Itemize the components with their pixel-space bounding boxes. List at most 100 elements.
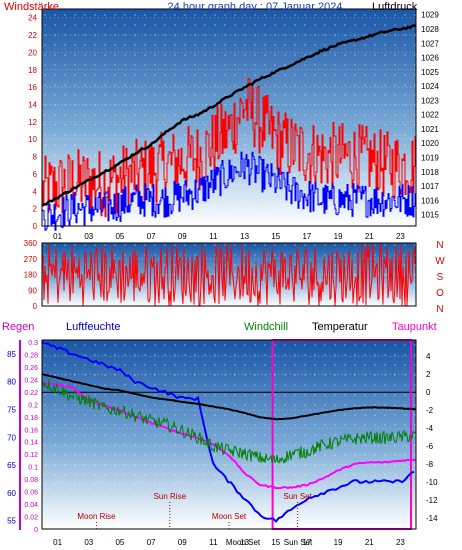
wind-tick-label: 4 — [33, 187, 38, 196]
rain-tick-label: 0.08 — [24, 477, 38, 484]
rain-tick-label: 0.26 — [24, 365, 38, 372]
time-tick-label: 19 — [334, 232, 343, 241]
humidity-tick-label: 80 — [7, 378, 16, 387]
wind-tick-label: 8 — [33, 153, 38, 162]
time-tick-label: 13 — [240, 538, 249, 547]
temperature-tick-label: -12 — [426, 496, 438, 505]
temperature-tick-label: -10 — [426, 478, 438, 487]
windchill-line — [41, 379, 417, 464]
pressure-tick-label: 1018 — [421, 168, 439, 177]
moon-rise-label: Moon Rise — [77, 512, 116, 521]
pressure-tick-label: 1023 — [421, 96, 439, 105]
wind-tick-label: 2 — [33, 205, 38, 214]
wind-tick-label: 14 — [28, 101, 37, 110]
time-tick-label: 11 — [209, 538, 218, 547]
wind-tick-label: 6 — [33, 170, 38, 179]
time-tick-label: 01 — [53, 538, 62, 547]
temperature-line — [41, 373, 416, 421]
time-tick-label: 07 — [147, 538, 156, 547]
rain-tick-label: 0.14 — [24, 440, 38, 447]
wind-average-line — [42, 151, 417, 231]
compass-label: O — [436, 288, 444, 299]
rain-tick-label: 0.18 — [24, 415, 38, 422]
humidity-tick-label: 85 — [7, 350, 16, 359]
rain-axis-title: Regen — [2, 321, 34, 333]
time-tick-label: 05 — [115, 538, 124, 547]
compass-label: N — [436, 240, 443, 251]
wind-tick-label: 10 — [28, 135, 37, 144]
wind-tick-label: 16 — [28, 83, 37, 92]
time-tick-label: 09 — [178, 538, 187, 547]
time-tick-label: 15 — [271, 538, 280, 547]
wind-tick-label: 0 — [33, 222, 38, 231]
rain-tick-label: 0.28 — [24, 353, 38, 360]
humidity-tick-label: 70 — [7, 433, 16, 442]
time-tick-label: 01 — [53, 232, 62, 241]
sun-rise-label: Sun Rise — [154, 492, 187, 501]
rain-tick-label: 0 — [34, 527, 38, 534]
wind-tick-label: 20 — [28, 48, 37, 57]
compass-label: S — [437, 272, 444, 283]
chart-title: 24 hour graph day : 07 Januar 2024 — [168, 1, 343, 13]
direction-tick-label: 90 — [28, 286, 37, 295]
time-tick-label: 11 — [209, 232, 218, 241]
rain-tick-label: 0.22 — [24, 390, 38, 397]
temperature-tick-label: -2 — [426, 406, 434, 415]
temperature-humidity-panel — [41, 339, 417, 530]
humidity-line — [41, 341, 415, 523]
time-tick-label: 07 — [147, 232, 156, 241]
time-tick-label: 09 — [178, 232, 187, 241]
time-tick-label: 23 — [396, 232, 405, 241]
temperature-tick-label: -6 — [426, 442, 434, 451]
rain-tick-label: 0.02 — [24, 515, 38, 522]
wind-pressure-panel — [41, 8, 417, 231]
direction-tick-label: 180 — [24, 271, 38, 280]
pressure-tick-label: 1025 — [421, 68, 439, 77]
time-tick-label: 03 — [84, 232, 93, 241]
temperature-legend: Temperatur — [312, 321, 368, 333]
wind-tick-label: 22 — [28, 31, 37, 40]
humidity-tick-label: 65 — [7, 461, 16, 470]
pressure-tick-label: 1020 — [421, 139, 439, 148]
temperature-tick-label: -8 — [426, 460, 434, 469]
humidity-tick-label: 75 — [7, 406, 16, 415]
time-tick-label: 21 — [365, 538, 374, 547]
rain-tick-label: 0.24 — [24, 377, 38, 384]
wind-tick-label: 18 — [28, 66, 37, 75]
pressure-tick-label: 1024 — [421, 82, 439, 91]
pressure-tick-label: 1015 — [421, 211, 439, 220]
pressure-tick-label: 1017 — [421, 182, 439, 191]
time-tick-label: 17 — [302, 538, 311, 547]
time-tick-label: 15 — [271, 232, 280, 241]
temperature-tick-label: 4 — [426, 352, 431, 361]
time-tick-label: 17 — [302, 232, 311, 241]
time-tick-label: 23 — [396, 538, 405, 547]
temperature-tick-label: -14 — [426, 514, 438, 523]
sun-set-label: Sun Set — [283, 492, 312, 501]
direction-tick-label: 270 — [24, 255, 38, 264]
compass-label: W — [435, 256, 445, 267]
pressure-tick-label: 1026 — [421, 54, 439, 63]
rain-tick-label: 0.1 — [28, 465, 38, 472]
time-tick-label: 03 — [84, 538, 93, 547]
rain-tick-label: 0.04 — [24, 502, 38, 509]
time-tick-label: 19 — [334, 538, 343, 547]
rain-tick-label: 0.06 — [24, 490, 38, 497]
wind-tick-label: 24 — [28, 14, 37, 23]
wind-direction-panel — [41, 242, 417, 307]
pressure-axis-title: Luftdruck — [372, 1, 418, 13]
time-tick-label: 13 — [240, 232, 249, 241]
direction-tick-label: 0 — [33, 302, 38, 311]
rain-tick-label: 0.2 — [28, 402, 38, 409]
temperature-tick-label: 2 — [426, 370, 431, 379]
time-tick-label: 05 — [115, 232, 124, 241]
moon-set-axis-label: Moon Set — [226, 538, 261, 547]
temperature-tick-label: -4 — [426, 424, 434, 433]
wind-axis-title: Windstärke — [4, 1, 59, 13]
direction-tick-label: 360 — [24, 239, 38, 248]
compass-label: N — [436, 304, 443, 315]
pressure-tick-label: 1022 — [421, 111, 439, 120]
windchill-legend: Windchill — [244, 321, 288, 333]
temperature-tick-label: 0 — [426, 388, 431, 397]
